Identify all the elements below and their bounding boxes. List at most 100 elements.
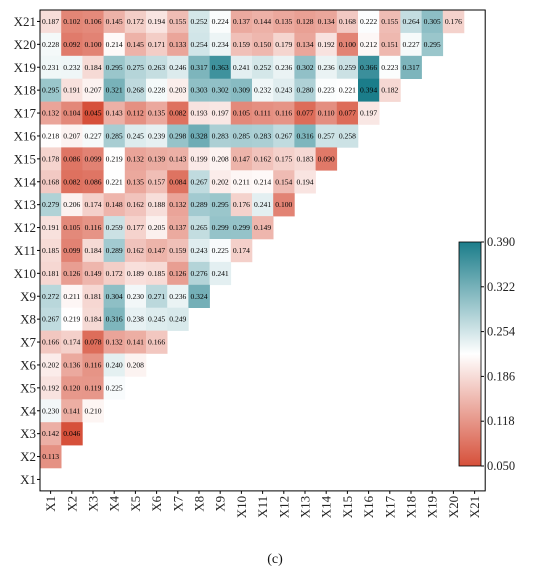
cell-value-label: 0.254 [190,40,207,49]
heatmap-cell [40,330,62,354]
heatmap-cell [294,78,316,102]
cell-value-label: 0.243 [190,246,207,255]
heatmap-cell [294,32,316,57]
heatmap-cell [40,10,62,34]
cell-value-label: 0.154 [275,177,292,186]
heatmap-cell [167,239,189,263]
colorbar-tick-label: 0.118 [487,414,515,428]
cell-value-label: 0.231 [42,63,59,72]
cell-value-label: 0.239 [148,131,165,140]
cell-value-label: 0.276 [190,269,207,278]
cell-value-label: 0.289 [190,200,207,209]
heatmap-cell [40,376,62,400]
heatmap-cell [61,307,83,331]
cell-value-label: 0.147 [233,154,250,163]
cell-value-label: 0.207 [63,131,80,140]
heatmap-cell [379,32,401,57]
cell-value-label: 0.267 [42,315,59,324]
cell-value-label: 0.295 [42,86,59,95]
heatmap-cell [167,124,189,148]
heatmap-cell [167,78,189,102]
cell-value-label: 0.184 [84,63,101,72]
cell-value-label: 0.132 [106,338,123,347]
heatmap-cell [103,101,126,125]
cell-value-label: 0.175 [275,154,292,163]
cell-value-label: 0.111 [254,109,271,118]
cell-value-label: 0.136 [63,360,80,369]
cell-value-label: 0.194 [296,177,313,186]
cell-value-label: 0.236 [318,63,335,72]
heatmap-cell [40,216,62,240]
heatmap-cell [273,78,295,102]
heatmap-cell [124,170,147,194]
cell-value-label: 0.189 [127,269,144,278]
cell-value-label: 0.078 [84,338,101,347]
heatmap-cell [40,261,62,286]
heatmap-cell [188,216,210,240]
cell-value-label: 0.132 [169,200,186,209]
cell-value-label: 0.245 [127,131,144,140]
cell-value-label: 0.148 [106,200,123,209]
cell-value-label: 0.252 [190,17,207,26]
colorbar-tick-label: 0.050 [487,459,515,473]
cell-value-label: 0.084 [169,177,186,186]
heatmap-cell [294,55,316,79]
heatmap-cell [146,193,168,217]
heatmap-cell [209,10,232,34]
cell-value-label: 0.090 [318,154,335,163]
heatmap-cell [209,216,232,240]
cell-value-label: 0.141 [127,338,144,347]
heatmap-cell [103,216,126,240]
cell-value-label: 0.302 [296,63,313,72]
cell-value-label: 0.181 [42,269,59,278]
cell-value-label: 0.295 [212,200,229,209]
cell-value-label: 0.363 [212,63,229,72]
heatmap-cell [315,101,338,125]
heatmap-cell [167,284,189,308]
cell-value-label: 0.185 [42,246,59,255]
cell-value-label: 0.141 [63,406,80,415]
heatmap-cell [336,124,359,148]
row-tick-label: X5 [20,380,36,395]
cell-value-label: 0.305 [424,17,441,26]
cell-value-label: 0.295 [106,63,123,72]
heatmap-cell [315,32,338,57]
heatmap-cell [167,307,189,331]
heatmap-cell [252,124,274,148]
heatmap-cell [40,399,62,423]
cell-value-label: 0.178 [42,154,59,163]
heatmap-cell [82,55,104,79]
cell-value-label: 0.086 [84,177,101,186]
heatmap-cell [61,101,83,125]
heatmap-cell [273,124,295,148]
heatmap-cell [315,78,338,102]
heatmap-cell [82,78,104,102]
cell-value-label: 0.243 [275,86,292,95]
cell-value-label: 0.208 [212,154,229,163]
cell-value-label: 0.184 [84,315,101,324]
heatmap-cell [315,124,338,148]
cell-value-label: 0.219 [106,154,123,163]
heatmap-cell [61,399,83,423]
cell-value-label: 0.100 [84,40,101,49]
heatmap-cell [146,55,168,79]
heatmap-cell [379,78,401,102]
cell-value-label: 0.317 [190,63,207,72]
heatmap-cell [82,32,104,57]
heatmap-cell [230,124,253,148]
column-tick-label: X5 [128,496,143,512]
heatmap-cell [61,78,83,102]
heatmap-cell [421,10,444,34]
row-tick-label: X21 [14,14,36,29]
heatmap-cell [40,307,62,331]
cell-value-label: 0.366 [360,63,377,72]
cell-value-label: 0.227 [84,131,101,140]
colorbar-tick-label: 0.322 [487,280,515,294]
cell-value-label: 0.228 [42,40,59,49]
heatmap-cell [252,101,274,125]
heatmap-cell [61,284,83,308]
row-tick-label: X4 [20,403,36,418]
column-tick-label: X2 [64,496,79,512]
column-tick-label: X17 [382,495,397,518]
heatmap-cell [103,353,126,377]
